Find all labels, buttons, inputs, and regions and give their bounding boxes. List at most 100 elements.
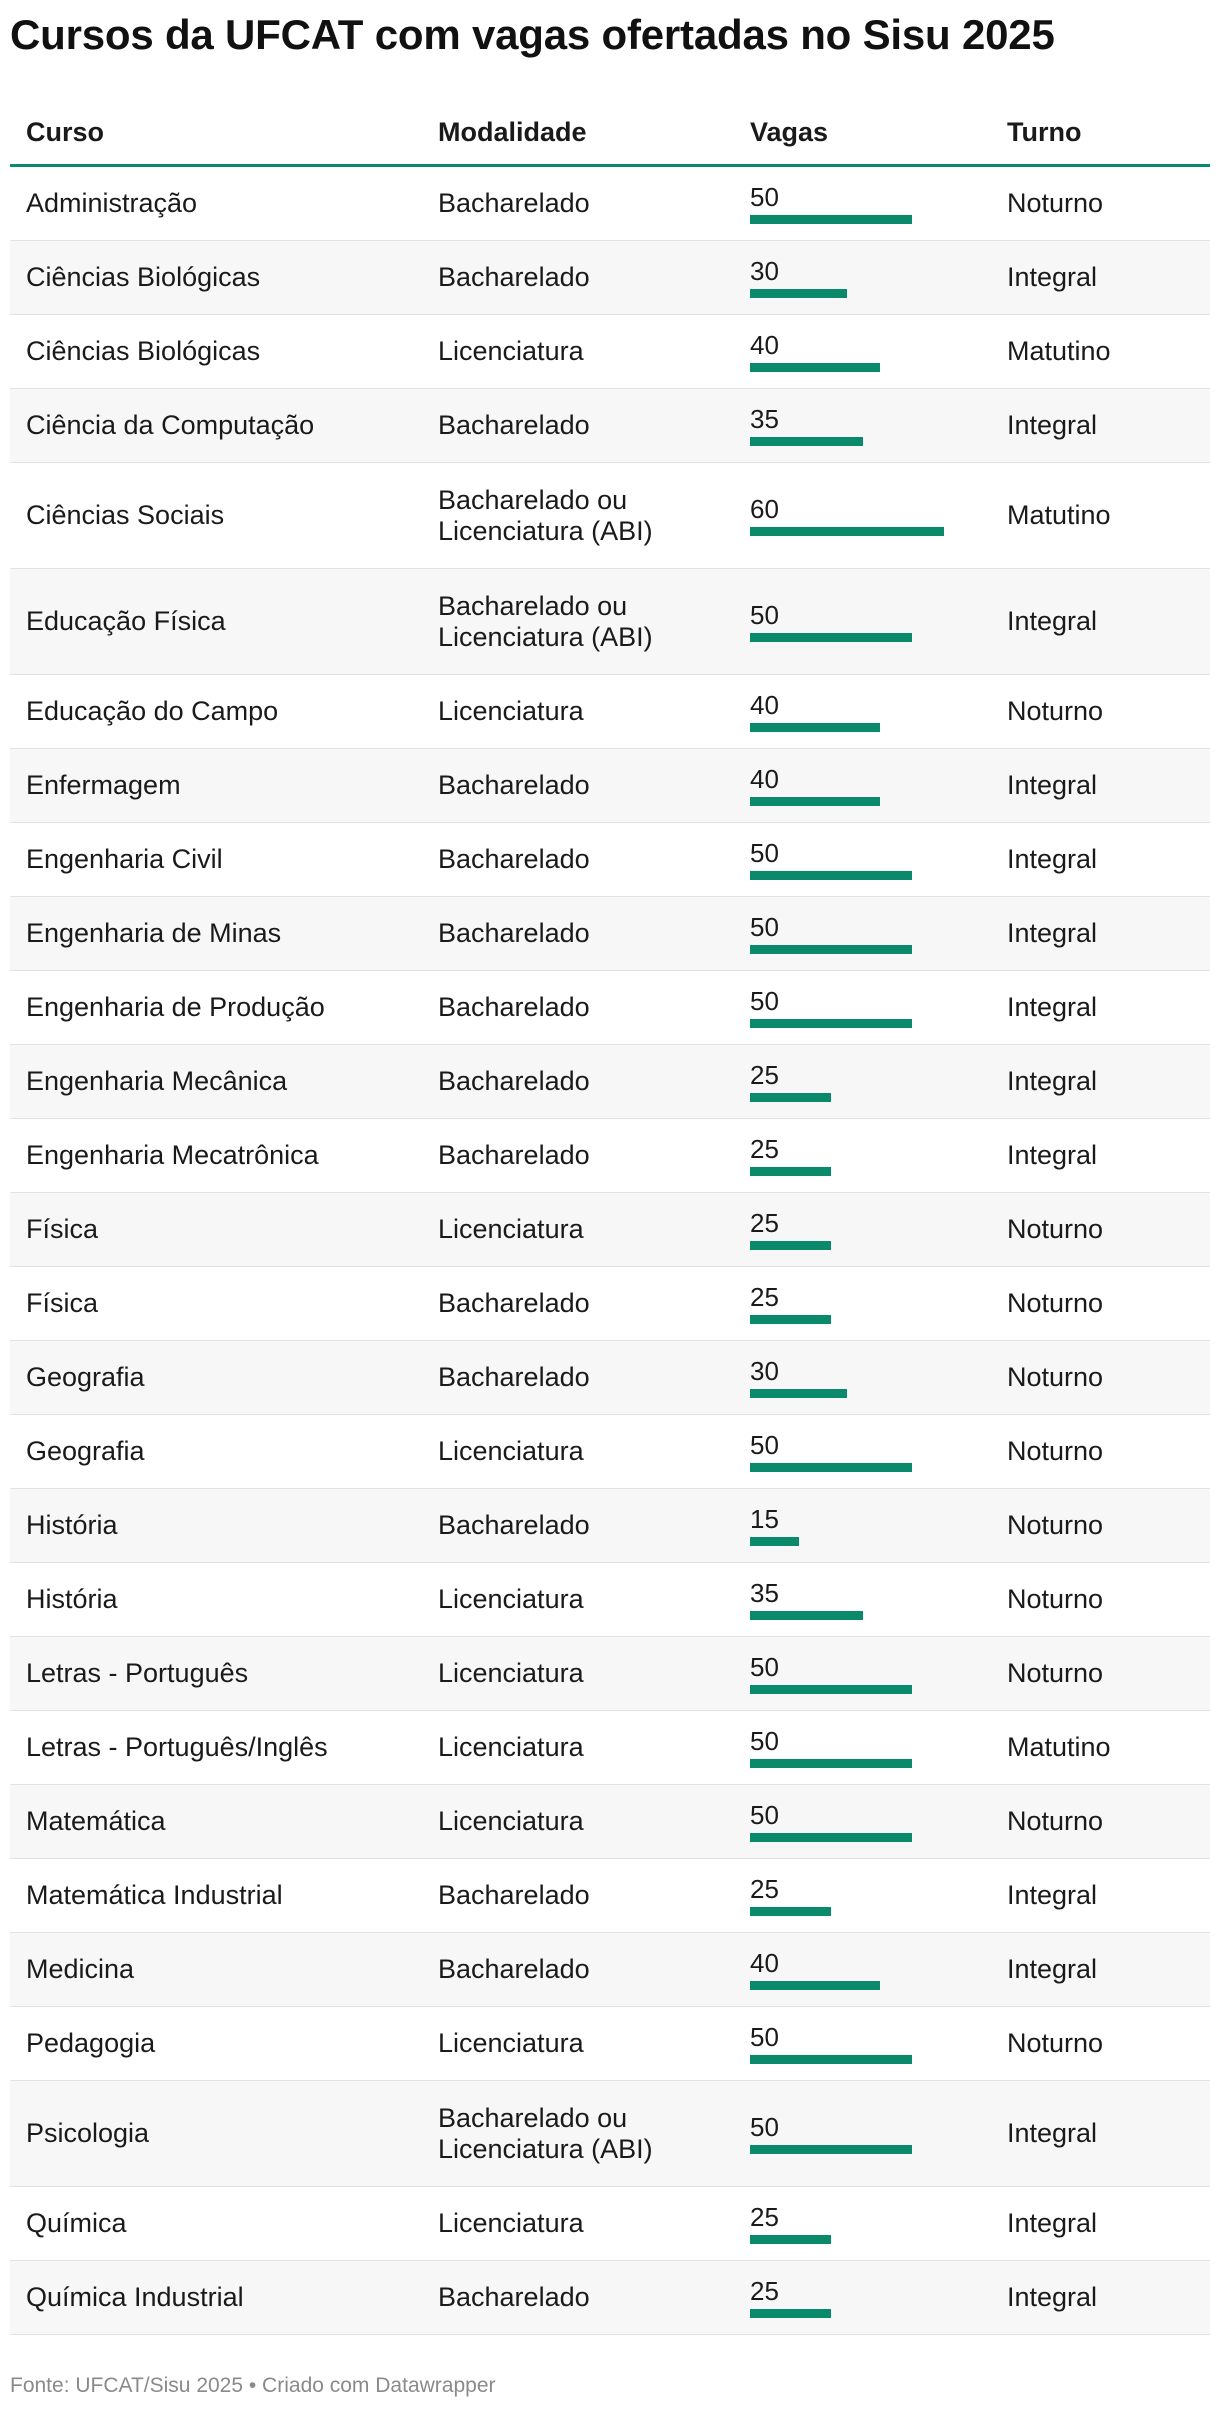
table-row: História Bacharelado 15 Noturno: [10, 1489, 1210, 1563]
cell-curso: Pedagogia: [26, 2028, 156, 2058]
vagas-bar: [750, 437, 863, 446]
vagas-bar: [750, 527, 944, 536]
vagas-group: 50: [750, 1431, 912, 1472]
table-row: Enfermagem Bacharelado 40 Integral: [10, 749, 1210, 823]
cell-turno: Matutino: [1007, 336, 1111, 366]
cell-vagas: 35: [750, 1563, 990, 1636]
vagas-value-label: 50: [750, 1652, 779, 1682]
vagas-bar: [750, 2235, 831, 2244]
cell-modalidade: Bacharelado ou Licenciatura (ABI): [438, 2102, 653, 2164]
vagas-group: 50: [750, 2113, 912, 2154]
cell-turno: Integral: [1007, 262, 1098, 292]
vagas-bar: [750, 289, 847, 298]
vagas-bar: [750, 2145, 912, 2154]
vagas-bar: [750, 871, 912, 880]
vagas-bar: [750, 1833, 912, 1842]
vagas-value-label: 25: [750, 1208, 779, 1238]
vagas-group: 25: [750, 2203, 831, 2244]
cell-vagas: 50: [750, 971, 990, 1044]
vagas-group: 50: [750, 1801, 912, 1842]
cell-curso: Engenharia Mecânica: [26, 1066, 288, 1096]
cell-vagas: 50: [750, 2007, 990, 2080]
cell-turno: Integral: [1007, 918, 1098, 948]
cell-curso: Química: [26, 2208, 127, 2238]
cell-modalidade: Licenciatura: [438, 2208, 584, 2238]
vagas-value-label: 50: [750, 838, 779, 868]
vagas-bar: [750, 1981, 880, 1990]
vagas-group: 25: [750, 1283, 831, 1324]
cell-turno: Noturno: [1007, 1510, 1104, 1540]
vagas-group: 25: [750, 2277, 831, 2318]
vagas-group: 40: [750, 1949, 880, 1990]
cell-modalidade: Bacharelado: [438, 992, 590, 1022]
cell-curso: Enfermagem: [26, 770, 181, 800]
cell-modalidade: Bacharelado: [438, 1510, 590, 1540]
cell-vagas: 25: [750, 1119, 990, 1192]
cell-curso: Física: [26, 1288, 99, 1318]
vagas-value-label: 50: [750, 1726, 779, 1756]
vagas-value-label: 50: [750, 912, 779, 942]
table-row: Medicina Bacharelado 40 Integral: [10, 1933, 1210, 2007]
cell-curso: Psicologia: [26, 2118, 150, 2148]
cell-vagas: 50: [750, 1415, 990, 1488]
vagas-bar: [750, 1019, 912, 1028]
vagas-value-label: 40: [750, 330, 779, 360]
vagas-bar: [750, 797, 880, 806]
cell-vagas: 50: [750, 1711, 990, 1784]
cell-turno: Integral: [1007, 844, 1098, 874]
vagas-bar: [750, 1907, 831, 1916]
cell-curso: Engenharia Mecatrônica: [26, 1140, 319, 1170]
cell-modalidade: Licenciatura: [438, 1806, 584, 1836]
cell-modalidade: Bacharelado: [438, 770, 590, 800]
cell-turno: Integral: [1007, 1880, 1098, 1910]
cell-curso: Letras - Português: [26, 1658, 249, 1688]
vagas-group: 35: [750, 405, 863, 446]
cell-modalidade: Licenciatura: [438, 1658, 584, 1688]
cell-modalidade: Licenciatura: [438, 1584, 584, 1614]
cell-modalidade: Bacharelado: [438, 844, 590, 874]
cell-modalidade: Bacharelado: [438, 262, 590, 292]
cell-vagas: 50: [750, 569, 990, 674]
table-row: Química Industrial Bacharelado 25 Integral: [10, 2261, 1210, 2335]
source-footer: Fonte: UFCAT/Sisu 2025 • Criado com Data…: [10, 2374, 496, 2397]
cell-curso: Ciências Sociais: [26, 500, 225, 530]
column-header-vagas[interactable]: Vagas: [750, 117, 829, 147]
cell-modalidade: Bacharelado: [438, 918, 590, 948]
cell-curso: Matemática Industrial: [26, 1880, 283, 1910]
table-row: Pedagogia Licenciatura 50 Noturno: [10, 2007, 1210, 2081]
vagas-value-label: 50: [750, 2022, 779, 2052]
vagas-group: 50: [750, 839, 912, 880]
table-row: Ciência da Computação Bacharelado 35 Integr…: [10, 389, 1210, 463]
cell-turno: Integral: [1007, 1140, 1098, 1170]
column-header-modalidade[interactable]: Modalidade: [438, 117, 587, 147]
vagas-bar: [750, 1389, 847, 1398]
cell-curso: Medicina: [26, 1954, 135, 1984]
vagas-value-label: 50: [750, 2112, 779, 2142]
cell-modalidade: Bacharelado: [438, 2282, 590, 2312]
cell-modalidade: Bacharelado: [438, 1140, 590, 1170]
table-row: Física Licenciatura 25 Noturno: [10, 1193, 1210, 1267]
cell-vagas: 25: [750, 1859, 990, 1932]
vagas-group: 50: [750, 913, 912, 954]
cell-turno: Noturno: [1007, 696, 1104, 726]
cell-vagas: 25: [750, 2261, 990, 2334]
cell-curso: Geografia: [26, 1362, 145, 1392]
table-row: Química Licenciatura 25 Integral: [10, 2187, 1210, 2261]
vagas-group: 50: [750, 183, 912, 224]
vagas-bar: [750, 633, 912, 642]
cell-curso: Administração: [26, 188, 198, 218]
vagas-value-label: 50: [750, 600, 779, 630]
table-row: Ciências Biológicas Licenciatura 40 Matutin…: [10, 315, 1210, 389]
cell-turno: Noturno: [1007, 1436, 1104, 1466]
vagas-value-label: 25: [750, 1060, 779, 1090]
cell-vagas: 50: [750, 1637, 990, 1710]
cell-curso: Geografia: [26, 1436, 145, 1466]
column-header-curso[interactable]: Curso: [26, 117, 105, 147]
cell-turno: Noturno: [1007, 1214, 1104, 1244]
vagas-value-label: 25: [750, 2202, 779, 2232]
table-row: Geografia Bacharelado 30 Noturno: [10, 1341, 1210, 1415]
column-header-turno[interactable]: Turno: [1007, 117, 1082, 147]
cell-turno: Integral: [1007, 2282, 1098, 2312]
vagas-group: 40: [750, 765, 880, 806]
cell-curso: Letras - Português/Inglês: [26, 1732, 328, 1762]
